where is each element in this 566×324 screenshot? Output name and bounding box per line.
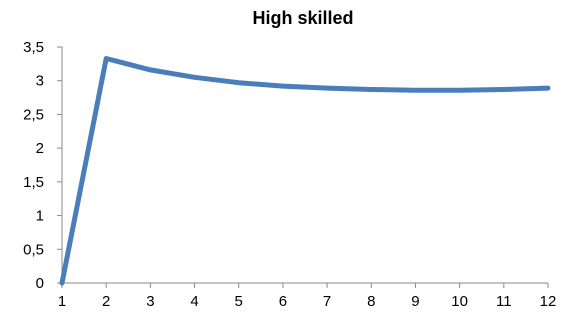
x-tick-label: 2 [102,293,110,310]
data-point [194,76,196,78]
y-tick-label: 1 [36,208,44,225]
data-point [282,85,284,87]
y-tick-label: 0 [36,275,44,292]
x-tick-label: 1 [58,293,66,310]
data-point [61,282,63,284]
data-point [547,87,549,89]
data-point [459,89,461,91]
data-point [326,87,328,89]
x-tick-label: 8 [367,293,375,310]
x-tick-label: 7 [323,293,331,310]
data-point [149,69,151,71]
y-tick-label: 0,5 [23,241,44,258]
data-point [105,57,107,59]
x-tick-label: 5 [235,293,243,310]
x-tick-label: 11 [496,293,512,310]
data-point [238,82,240,84]
x-tick-label: 4 [190,293,198,310]
x-tick-label: 12 [540,293,557,310]
data-point [370,88,372,90]
y-tick-label: 3,5 [23,39,44,56]
data-point [503,88,505,90]
x-tick-label: 9 [411,293,419,310]
data-point [414,89,416,91]
x-tick-label: 6 [279,293,287,310]
series-line [59,56,551,286]
chart-title: High skilled [252,8,354,28]
y-tick-label: 2,5 [23,106,44,123]
y-tick-label: 3 [36,73,44,90]
y-tick-label: 1,5 [23,174,44,191]
y-tick-label: 2 [36,140,44,157]
x-tick-label: 3 [146,293,154,310]
x-tick-label: 10 [451,293,468,310]
